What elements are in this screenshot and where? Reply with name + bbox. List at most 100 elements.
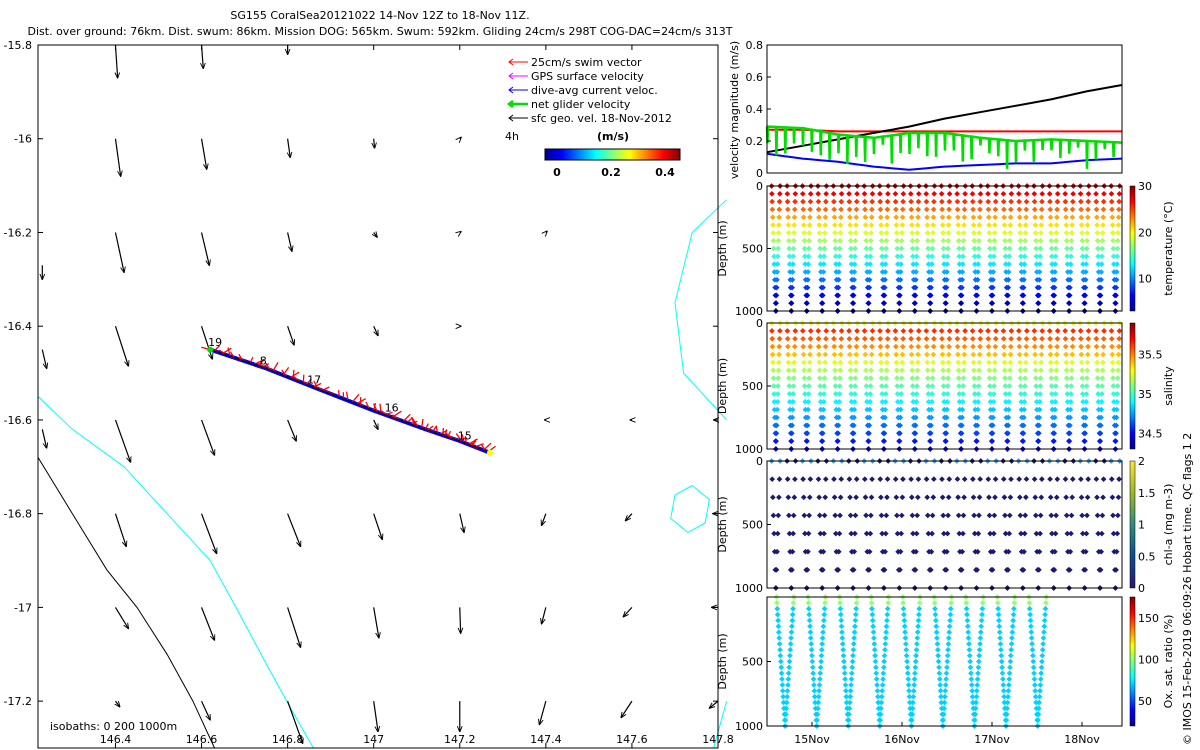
depth-sample-point — [831, 198, 837, 205]
depth-sample-point — [1020, 292, 1027, 299]
depth-sample-point — [816, 351, 822, 358]
swim-vector-arrow — [372, 403, 378, 413]
depth-sample-point — [877, 191, 883, 197]
depth-sample-point — [848, 383, 854, 389]
depth-sample-point — [830, 191, 837, 197]
depth-sample-point — [995, 605, 1001, 612]
depth-sample-point — [970, 206, 976, 213]
depth-sample-point — [823, 198, 829, 205]
depth-sample-point — [1023, 343, 1030, 350]
depth-data-points — [768, 458, 1123, 591]
depth-sample-point — [847, 214, 853, 221]
depth-sample-point — [831, 222, 838, 228]
depth-sample-point — [785, 670, 792, 677]
depth-sample-point — [802, 398, 809, 405]
depth-sample-point — [1051, 430, 1058, 437]
depth-sample-point — [1083, 261, 1089, 267]
surface-velocity-arrow — [200, 326, 213, 359]
depth-sample-point — [821, 617, 827, 624]
depth-sample-point — [974, 430, 980, 437]
depth-sample-point — [971, 230, 977, 236]
depth-sample-point — [1008, 198, 1014, 205]
depth-sample-point — [784, 191, 791, 197]
depth-sample-point — [931, 198, 937, 205]
depth-sample-point — [785, 343, 791, 350]
depth-sample-point — [1000, 476, 1007, 482]
depth-sample-point — [881, 292, 888, 299]
depth-sample-point — [805, 406, 811, 413]
depth-sample-point — [884, 617, 890, 624]
depth-sample-point — [987, 398, 994, 405]
depth-sample-point — [863, 230, 869, 236]
depth-sample-point — [1098, 406, 1105, 413]
depth-sample-point — [847, 367, 854, 374]
velocity-series-line — [766, 84, 1123, 154]
depth-sample-point — [911, 682, 917, 688]
depth-sample-point — [1022, 367, 1029, 374]
depth-sample-point — [912, 430, 919, 437]
depth-sample-point — [822, 343, 829, 350]
depth-data-points — [768, 320, 1123, 452]
legend-swatch-head — [508, 86, 514, 94]
depth-sample-point — [898, 398, 904, 405]
depth-sample-point — [993, 328, 999, 334]
depth-sample-point — [958, 292, 965, 299]
depth-sample-point — [871, 635, 877, 641]
depth-sample-point — [1022, 245, 1028, 252]
depth-sample-point — [1041, 623, 1048, 630]
depth-sample-point — [868, 222, 875, 228]
depth-sample-point — [1007, 206, 1014, 213]
depth-sample-point — [883, 629, 889, 636]
depth-sample-point — [786, 512, 792, 519]
depth-sample-point — [1005, 693, 1011, 700]
depth-sample-point — [848, 670, 855, 677]
depth-sample-point — [843, 699, 850, 706]
legend-entry-label: dive-avg current veloc. — [531, 84, 658, 97]
depth-sample-point — [945, 641, 952, 647]
depth-sample-point — [977, 328, 984, 334]
depth-sample-point — [1048, 512, 1055, 519]
depth-sample-point — [847, 688, 854, 694]
depth-sample-point — [785, 676, 792, 682]
isobath-label: isobaths: 0 200 1000m — [50, 720, 177, 733]
depth-sample-point — [941, 699, 948, 706]
depth-sample-point — [1006, 670, 1013, 677]
depth-sample-point — [893, 494, 900, 501]
depth-sample-point — [775, 617, 781, 624]
depth-sample-point — [1067, 261, 1074, 267]
depth-sample-point — [791, 222, 798, 228]
depth-sample-point — [776, 629, 782, 636]
figure-subtitle: Dist. over ground: 76km. Dist. swum: 86k… — [28, 25, 733, 38]
depth-sample-point — [779, 676, 785, 682]
depth-sample-point — [978, 617, 985, 624]
swim-vector-arrow — [272, 362, 279, 372]
depth-sample-point — [939, 335, 945, 342]
depth-colorbar-tick: 2 — [1138, 455, 1145, 468]
depth-sample-point — [807, 476, 814, 482]
depth-sample-point — [1001, 206, 1007, 213]
depth-sample-point — [850, 641, 857, 647]
surface-velocity-arrow — [200, 700, 211, 720]
depth-sample-point — [863, 367, 869, 374]
depth-sample-point — [987, 261, 994, 267]
depth-sample-point — [1007, 230, 1013, 236]
depth-sample-point — [893, 343, 899, 350]
depth-sample-point — [807, 343, 814, 350]
depth-sample-point — [975, 670, 981, 677]
depth-sample-point — [899, 214, 906, 221]
depth-sample-point — [934, 646, 941, 653]
depth-ytick-label: 0 — [756, 455, 763, 468]
depth-sample-point — [1094, 230, 1101, 236]
depth-sample-point — [862, 359, 869, 366]
depth-sample-point — [1037, 261, 1043, 267]
depth-sample-point — [769, 343, 776, 350]
depth-sample-point — [1084, 351, 1091, 358]
depth-sample-point — [992, 198, 999, 205]
depth-sample-point — [850, 430, 857, 437]
depth-sample-point — [923, 191, 930, 197]
depth-sample-point — [1016, 206, 1023, 213]
depth-sample-point — [1115, 230, 1121, 236]
depth-sample-point — [1048, 253, 1055, 260]
depth-sample-point — [961, 222, 967, 228]
depth-sample-point — [901, 623, 908, 630]
